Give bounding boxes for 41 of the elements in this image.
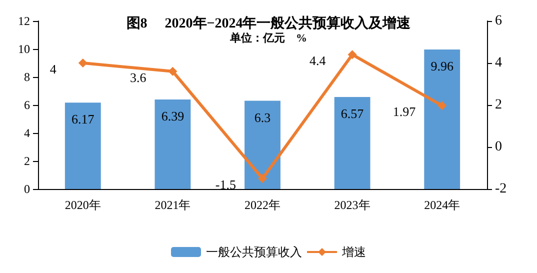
data-label: -1.5 <box>215 177 236 192</box>
y-tick-label: 12 <box>18 14 30 28</box>
data-label: 4 <box>50 62 57 76</box>
y2-tick-label: 4 <box>495 56 502 70</box>
x-tick-label: 2021年 <box>154 198 191 212</box>
point <box>438 101 447 110</box>
x-tick-label: 2024年 <box>424 198 460 212</box>
bar <box>154 100 191 189</box>
data-label: 6.17 <box>72 112 95 127</box>
y-tick-label: 4 <box>24 126 30 140</box>
y2-tick-label: 2 <box>495 98 502 112</box>
bar <box>424 50 460 189</box>
y-tick-label: 8 <box>24 70 30 84</box>
x-tick-label: 2022年 <box>244 198 280 212</box>
x-tick-label: 2020年 <box>64 198 101 212</box>
bar <box>334 97 370 189</box>
text: 单位：亿元 % <box>229 32 307 44</box>
y-tick-label: 6 <box>24 98 30 112</box>
y-tick-label: 0 <box>24 182 30 196</box>
point <box>78 58 88 68</box>
x-tick-label: 2023年 <box>334 198 370 212</box>
y2-tick-label: 0 <box>495 140 502 154</box>
point <box>348 50 357 60</box>
data-label: 6.57 <box>340 106 364 122</box>
y2-tick-label: 6 <box>495 14 502 28</box>
y-tick-label: 2 <box>24 154 30 168</box>
data-label: 3.6 <box>130 70 147 85</box>
y2-tick-label: -2 <box>495 182 507 196</box>
data-label: 4.4 <box>310 53 326 68</box>
data-label: 6.39 <box>161 108 184 124</box>
y-tick-label: 10 <box>18 42 30 56</box>
chart-title: 图8 2020年−2024年一般公共预算收入及增速 <box>126 16 412 32</box>
legend-label: 增速 <box>341 245 366 259</box>
bar <box>64 102 101 189</box>
point <box>258 174 267 183</box>
point <box>168 66 178 76</box>
data-label: 6.3 <box>254 110 271 125</box>
legend-label: 一般公共预算收入 <box>206 245 302 259</box>
data-label: 1.97 <box>392 104 416 120</box>
data-label: 9.96 <box>430 58 454 74</box>
bar <box>244 100 280 189</box>
